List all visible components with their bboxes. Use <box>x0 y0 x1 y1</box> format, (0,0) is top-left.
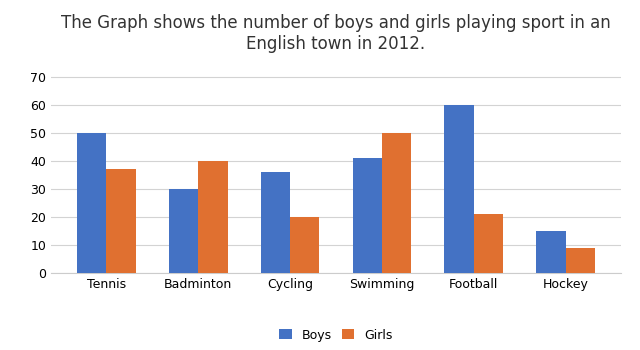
Bar <box>353 158 382 273</box>
Bar <box>474 214 503 273</box>
Bar <box>260 172 290 273</box>
Bar <box>198 161 228 273</box>
Title: The Graph shows the number of boys and girls playing sport in an
English town in: The Graph shows the number of boys and g… <box>61 14 611 53</box>
Bar <box>77 133 106 273</box>
Bar <box>536 231 566 273</box>
Bar <box>106 169 136 273</box>
Bar <box>169 189 198 273</box>
Bar <box>444 105 474 273</box>
Legend: Boys, Girls: Boys, Girls <box>275 323 397 346</box>
Bar <box>290 217 319 273</box>
Bar <box>382 133 412 273</box>
Bar <box>566 248 595 273</box>
